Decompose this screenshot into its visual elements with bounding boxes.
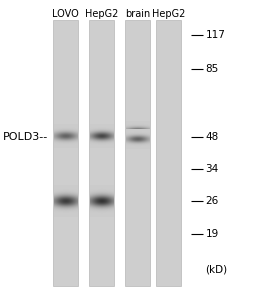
Bar xyxy=(156,20,180,286)
Text: POLD3--: POLD3-- xyxy=(3,131,48,142)
Bar xyxy=(53,20,78,286)
Text: 34: 34 xyxy=(206,164,219,175)
Bar xyxy=(125,20,150,286)
Text: 26: 26 xyxy=(206,196,219,206)
Text: 85: 85 xyxy=(206,64,219,74)
Text: 19: 19 xyxy=(206,229,219,239)
Text: 48: 48 xyxy=(206,131,219,142)
Text: HepG2: HepG2 xyxy=(152,9,185,19)
Text: 117: 117 xyxy=(206,29,225,40)
Text: brain: brain xyxy=(125,9,150,19)
Text: HepG2: HepG2 xyxy=(85,9,118,19)
Text: (kD): (kD) xyxy=(206,265,228,275)
Bar xyxy=(89,20,114,286)
Text: LOVO: LOVO xyxy=(52,9,79,19)
